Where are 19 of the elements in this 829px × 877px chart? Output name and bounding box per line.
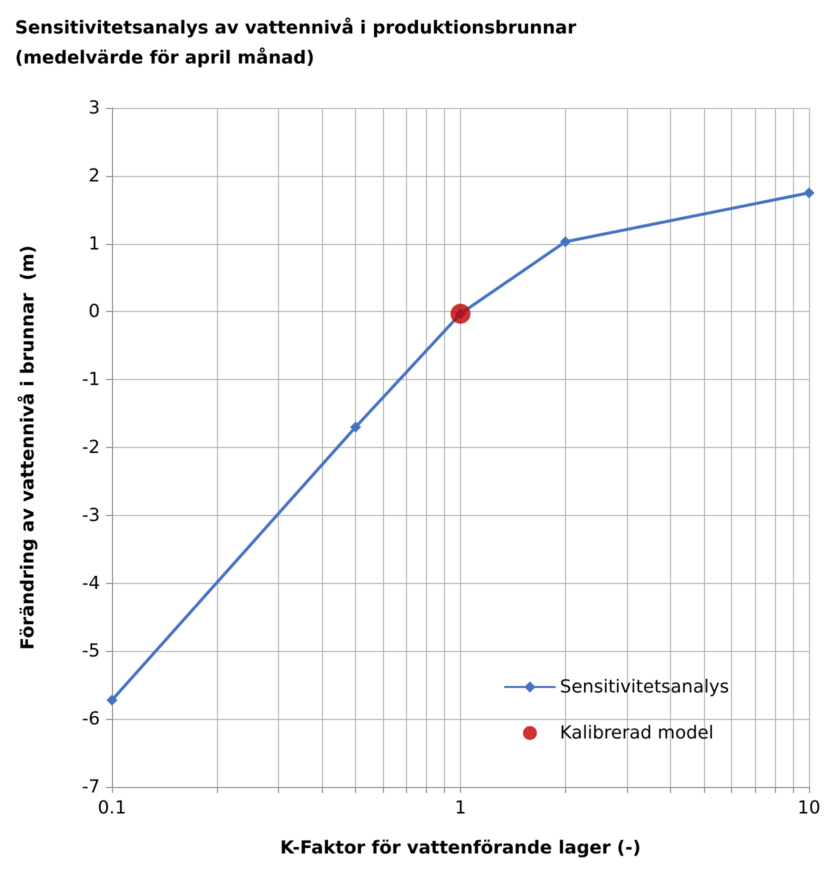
y-tick-label: -7 [82, 776, 100, 798]
x-axis-title: K-Faktor för vattenförande lager (-) [280, 838, 641, 858]
y-tick-label: -5 [82, 640, 100, 662]
y-axis-title: Förändring av vattennivå i brunnar (m) [18, 245, 38, 650]
y-tick-label: -4 [82, 572, 100, 594]
y-tick-label: -3 [82, 504, 100, 526]
y-tick-label: -1 [82, 369, 100, 390]
chart-title: Sensitivitetsanalys av vattennivå i produktionsbrunnar (medelvärde för april månad) [15, 18, 576, 68]
y-tick-label: 2 [88, 165, 100, 186]
legend-label: Kalibrerad model [560, 722, 714, 744]
y-tick-label: -2 [82, 437, 100, 458]
y-tick-label: 0 [88, 301, 100, 322]
legend-label: Sensitivitetsanalys [560, 676, 730, 698]
x-tick-label: 10 [798, 798, 820, 818]
x-tick-label: 1 [454, 798, 466, 818]
y-tick-label: 1 [88, 233, 100, 254]
y-tick-label: -6 [82, 708, 100, 730]
y-tick-label: 3 [88, 98, 100, 118]
x-tick-label: 0.1 [98, 798, 126, 818]
